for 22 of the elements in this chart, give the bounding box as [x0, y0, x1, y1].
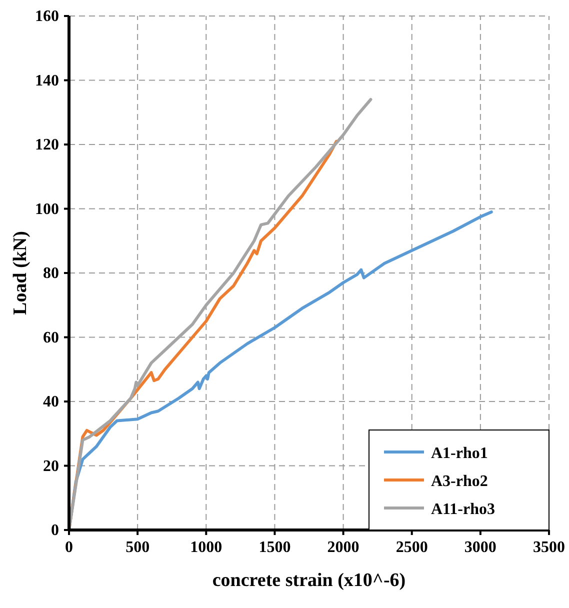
x-tick-label: 0 [65, 539, 73, 556]
y-tick-label: 80 [43, 265, 59, 282]
x-tick-label: 1000 [190, 539, 222, 556]
x-tick-label: 1500 [258, 539, 291, 556]
x-tick-label: 3500 [533, 539, 565, 556]
y-tick-label: 160 [35, 8, 59, 25]
y-tick-label: 100 [35, 200, 59, 218]
y-tick-label: 0 [51, 522, 59, 539]
y-tick-label: 140 [35, 72, 59, 90]
x-axis-title: concrete strain (x10^-6) [212, 570, 406, 591]
y-tick-label: 40 [43, 394, 59, 410]
y-tick-label: 60 [43, 329, 59, 346]
y-axis-title: Load (kN) [10, 231, 31, 315]
x-tick-label: 2000 [327, 539, 360, 556]
legend-label: A3-rho2 [431, 473, 488, 490]
y-tick-label: 20 [43, 458, 59, 475]
y-tick-label: 120 [35, 136, 59, 154]
x-tick-label: 500 [126, 539, 150, 556]
x-tick-label: 3000 [464, 539, 496, 556]
legend-label: A11-rho3 [431, 501, 495, 518]
x-tick-label: 2500 [396, 539, 428, 556]
legend-label: A1-rho1 [431, 445, 488, 462]
